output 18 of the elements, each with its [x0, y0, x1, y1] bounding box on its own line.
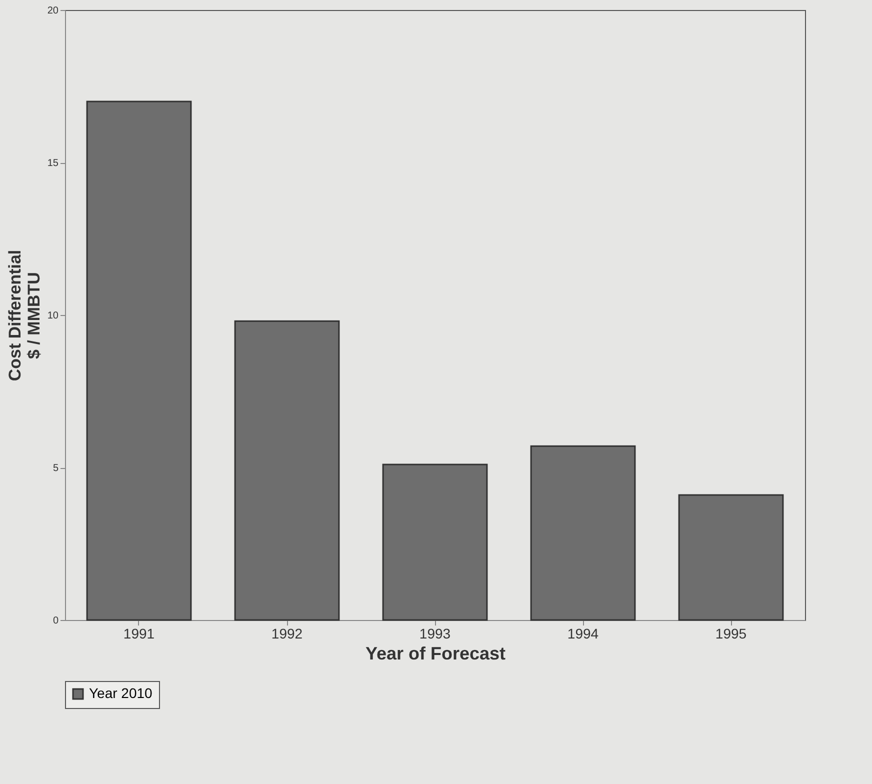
bar [678, 494, 784, 621]
bar [382, 464, 488, 621]
y-tick-label: 0 [52, 616, 59, 626]
x-tick-label: 1992 [271, 626, 303, 642]
y-tick-label: 15 [47, 158, 59, 169]
x-axis-title: Year of Forecast [365, 644, 506, 664]
x-tick-label: 1991 [123, 626, 155, 642]
x-tick-label: 1995 [715, 626, 747, 642]
x-tick-label: 1993 [419, 626, 451, 642]
y-tick-label: 20 [47, 6, 59, 16]
legend-label: Year 2010 [89, 685, 153, 701]
bar [86, 100, 192, 621]
y-tick-label: 10 [47, 310, 59, 322]
bar [234, 320, 340, 621]
y-tick-label: 5 [52, 463, 59, 474]
y-axis-title: Cost Differential $ / MMBTU [5, 250, 44, 382]
bar [530, 445, 636, 621]
x-tick-label: 1994 [567, 626, 599, 642]
